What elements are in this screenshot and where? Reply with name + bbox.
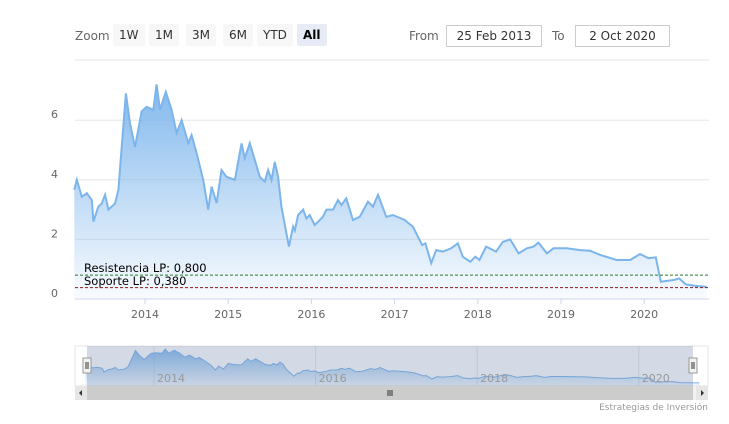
navigator-right-handle[interactable] xyxy=(688,357,698,374)
zoom-all-button[interactable]: All xyxy=(297,24,327,46)
scrollbar-right-button[interactable] xyxy=(696,386,708,400)
navigator-selection[interactable] xyxy=(87,346,693,386)
y-tick-label: 2 xyxy=(51,227,58,240)
zoom-3m-button[interactable]: 3M xyxy=(186,24,216,46)
zoom-6m-button[interactable]: 6M xyxy=(223,24,253,46)
x-tick-label: 2014 xyxy=(131,308,159,321)
scrollbar-left-button[interactable] xyxy=(75,386,87,400)
y-tick-label: 0 xyxy=(51,287,58,300)
y-tick-label: 6 xyxy=(51,108,58,121)
resistance-label: Resistencia LP: 0,800 xyxy=(84,261,207,275)
x-tick-label: 2019 xyxy=(547,308,575,321)
from-label: From xyxy=(409,29,439,43)
navigator-line xyxy=(85,348,700,384)
x-tick-label: 2015 xyxy=(214,308,242,321)
arrow-left-icon xyxy=(79,390,82,396)
zoom-1m-button[interactable]: 1M xyxy=(149,24,179,46)
series-line xyxy=(73,84,707,288)
range-selector: Zoom 1W 1M 3M 6M YTD All From 25 Feb 201… xyxy=(0,24,729,48)
from-date-input[interactable]: 25 Feb 2013 xyxy=(446,25,542,47)
x-tick-label: 2020 xyxy=(630,308,658,321)
series-area xyxy=(74,84,707,300)
navigator-tick-label: 2018 xyxy=(480,372,508,385)
zoom-label: Zoom xyxy=(75,29,110,43)
x-tick-label: 2016 xyxy=(297,308,325,321)
credits-link[interactable]: Estrategias de Inversión xyxy=(599,402,708,413)
x-tick-label: 2018 xyxy=(464,308,492,321)
navigator-tick-label: 2014 xyxy=(157,372,185,385)
navigator-tick-label: 2020 xyxy=(642,372,670,385)
x-tick-label: 2017 xyxy=(381,308,409,321)
scrollbar-grip-icon xyxy=(387,390,393,396)
navigator-left-handle[interactable] xyxy=(82,357,92,374)
y-tick-label: 4 xyxy=(51,168,58,181)
support-label: Soporte LP: 0,380 xyxy=(84,274,186,288)
to-label: To xyxy=(552,29,565,43)
zoom-ytd-button[interactable]: YTD xyxy=(257,24,293,46)
navigator-tick-label: 2016 xyxy=(319,372,347,385)
arrow-right-icon xyxy=(701,390,704,396)
navigator-area xyxy=(85,349,700,386)
to-date-input[interactable]: 2 Oct 2020 xyxy=(575,25,670,47)
zoom-1w-button[interactable]: 1W xyxy=(113,24,145,46)
